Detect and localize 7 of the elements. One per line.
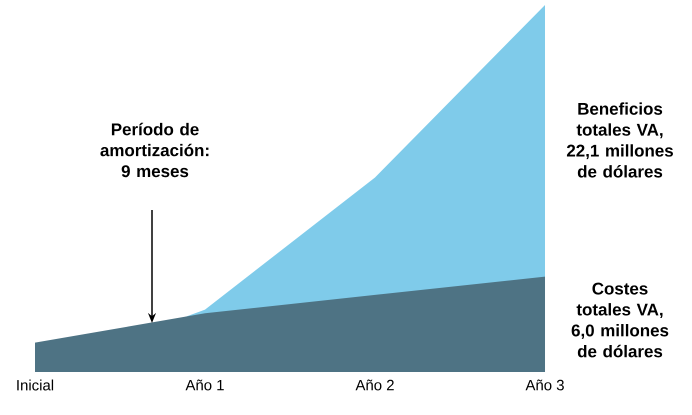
x-tick-label: Inicial [17, 380, 54, 390]
series-label: Costes totales VA, 6,0 millones de dólares [572, 282, 668, 358]
x-tick-label: Año 1 [186, 380, 224, 390]
x-tick-label: Año 2 [356, 380, 394, 390]
x-tick-label: Año 3 [526, 380, 564, 390]
annotation: Período de amortización: 9 meses [100, 122, 208, 178]
series-label: Beneficios totales VA, 22,1 millones de dólares [566, 102, 673, 178]
